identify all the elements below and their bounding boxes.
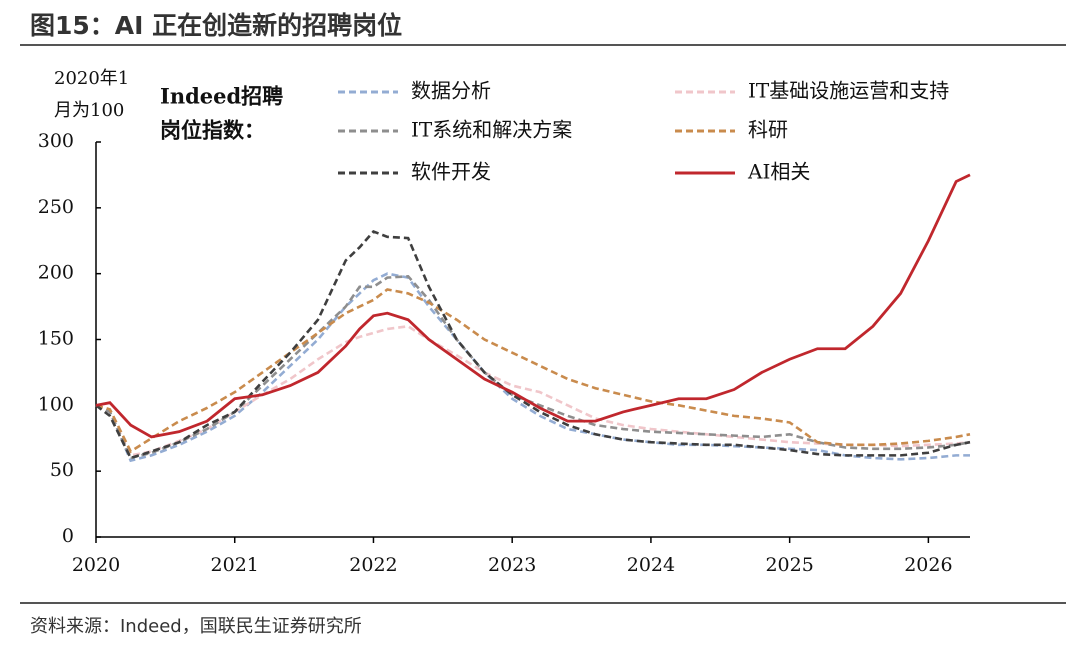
chart-title: 图15：AI 正在创造新的招聘岗位 bbox=[30, 11, 402, 40]
legend-label: 科研 bbox=[748, 118, 788, 142]
legend-label: 数据分析 bbox=[411, 79, 491, 103]
y-tick-label: 200 bbox=[38, 262, 74, 284]
source-note: 资料来源：Indeed，国联民生证券研究所 bbox=[30, 616, 362, 637]
x-tick-label: 2025 bbox=[765, 554, 813, 576]
y-tick-label: 0 bbox=[62, 525, 74, 547]
series-line bbox=[95, 324, 971, 457]
y-tick-label: 250 bbox=[38, 196, 74, 218]
series-line bbox=[95, 229, 971, 460]
series-line bbox=[95, 274, 971, 460]
x-tick-label: 2020 bbox=[72, 554, 120, 576]
y-tick-label: 50 bbox=[50, 459, 74, 481]
legend-label: 软件开发 bbox=[411, 160, 491, 184]
series-line bbox=[95, 272, 970, 463]
legend-label: IT基础设施运营和支持 bbox=[748, 79, 949, 103]
x-tick-label: 2021 bbox=[211, 554, 259, 576]
series-line bbox=[95, 173, 971, 439]
legend-title: 岗位指数： bbox=[160, 118, 265, 143]
y-axis-label: 2020年1 bbox=[54, 68, 129, 89]
legend-label: IT系统和解决方案 bbox=[411, 118, 572, 142]
y-axis-label: 月为100 bbox=[54, 100, 124, 121]
x-tick-label: 2026 bbox=[904, 554, 952, 576]
x-tick-label: 2022 bbox=[349, 554, 397, 576]
y-tick-label: 300 bbox=[38, 130, 74, 152]
x-tick-label: 2024 bbox=[627, 554, 675, 576]
y-tick-label: 150 bbox=[38, 328, 74, 350]
y-tick-label: 100 bbox=[38, 393, 74, 415]
legend-title: Indeed招聘 bbox=[160, 84, 283, 109]
legend-label: AI相关 bbox=[747, 160, 810, 184]
series-line bbox=[95, 288, 971, 454]
x-tick-label: 2023 bbox=[488, 554, 536, 576]
